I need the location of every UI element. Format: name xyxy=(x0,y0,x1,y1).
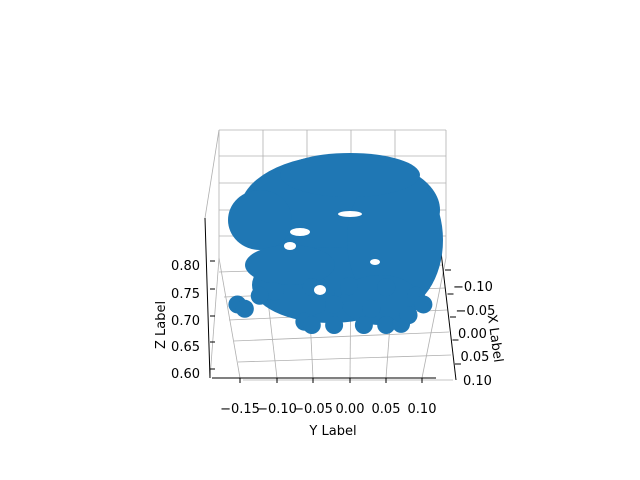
y-axis-label: Y Label xyxy=(308,424,356,439)
scatter-point xyxy=(235,299,254,318)
x-tick-label: 0.00 xyxy=(458,327,487,342)
scatter-gap xyxy=(290,228,310,236)
y-tick-label: 0.05 xyxy=(372,402,401,417)
scatter-point xyxy=(414,295,433,314)
z-tick-label: 0.65 xyxy=(171,340,200,355)
scatter-point xyxy=(250,286,269,305)
scatter-gap xyxy=(314,285,326,295)
x-axis-label: X Label xyxy=(484,314,506,364)
x-tick-label: −0.10 xyxy=(453,280,493,295)
z-axis-label: Z Label xyxy=(154,301,169,349)
y-tick-label: 0.00 xyxy=(336,402,365,417)
scatter-points xyxy=(228,153,443,334)
scatter-point xyxy=(325,295,344,314)
scatter-point xyxy=(354,316,373,334)
z-axis-line xyxy=(204,217,211,379)
y-tick-label: −0.05 xyxy=(293,402,333,417)
grid-line xyxy=(421,257,447,379)
y-tick-label: −0.10 xyxy=(257,402,297,417)
grid-line xyxy=(204,129,220,219)
z-tick-label: 0.75 xyxy=(171,287,200,302)
scatter-gap xyxy=(284,242,296,250)
scatter-point xyxy=(347,170,443,310)
x-tick-label: 0.05 xyxy=(461,350,490,365)
grid-line xyxy=(237,354,452,363)
y-tick-label: −0.15 xyxy=(220,402,260,417)
x-tick-label: −0.05 xyxy=(456,304,496,319)
scatter-point xyxy=(302,316,321,334)
scatter-point xyxy=(265,282,284,301)
scatter-point xyxy=(399,306,418,325)
grid-line xyxy=(233,331,450,342)
z-tick-label: 0.80 xyxy=(171,259,200,274)
z-tick-label: 0.70 xyxy=(171,314,200,329)
scatter-point xyxy=(228,190,292,250)
y-tick-label: 0.10 xyxy=(408,402,437,417)
grid-line xyxy=(218,257,241,379)
scatter-point xyxy=(245,245,335,285)
tick-labels: −0.15−0.10−0.05 0.00 0.05 0.100.600.650.700… xyxy=(171,259,495,417)
x-axis-line xyxy=(440,251,457,381)
axis-labels: Y Label Z Label X Label xyxy=(154,301,505,439)
scatter-point xyxy=(280,153,420,197)
scatter-point xyxy=(377,316,396,334)
grid-line xyxy=(209,257,220,379)
axes xyxy=(204,217,457,381)
scatter-point xyxy=(325,316,344,334)
z-tick-label: 0.60 xyxy=(171,367,200,382)
scatter-point xyxy=(362,299,381,318)
x-tick-label: 0.10 xyxy=(463,374,492,389)
scatter-gap xyxy=(370,259,380,265)
scatter-gap xyxy=(338,211,362,217)
scatter-point xyxy=(377,278,396,297)
scatter-point xyxy=(340,277,358,296)
